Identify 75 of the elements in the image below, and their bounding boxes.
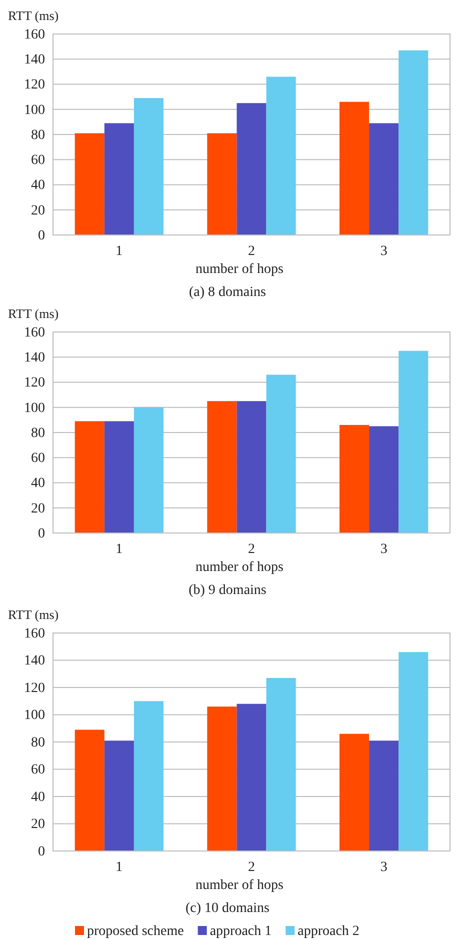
y-tick-label: 40 [31,476,45,492]
bar [74,421,104,533]
y-tick-label: 120 [24,376,45,391]
x-tick-label: 3 [380,244,388,259]
y-tick-label: 60 [31,762,45,778]
y-tick-label: 40 [31,790,45,805]
y-tick-label: 160 [24,27,45,42]
y-axis-title: RTT (ms) [8,306,59,321]
y-tick-label: 60 [31,451,45,466]
legend-label: proposed scheme [87,924,184,939]
bar [340,734,370,851]
bar [104,123,134,235]
y-tick-label: 100 [24,102,45,118]
bar [134,701,164,851]
bar [207,133,237,235]
x-tick-label: 1 [116,244,123,259]
y-tick-label: 120 [24,78,45,93]
y-tick-label: 140 [24,52,45,68]
bar [236,103,266,235]
bar [398,652,428,851]
bar [74,730,104,851]
y-tick-label: 20 [31,501,45,516]
x-axis-title: number of hops [196,878,284,893]
text: (b) 9 domains [188,583,266,598]
y-tick-label: 80 [31,128,45,143]
bar [369,123,399,235]
bar [236,401,266,533]
y-tick-label: 140 [24,654,45,669]
legend-label: approach 2 [298,924,360,939]
x-tick-label: 2 [248,860,255,875]
bar [340,424,370,533]
bar [340,102,370,235]
y-tick-label: 160 [24,325,45,340]
bar [369,740,399,851]
bar [369,426,399,533]
y-tick-label: 0 [38,526,45,542]
bar [398,50,428,235]
x-tick-label: 2 [248,542,255,557]
bar [398,350,428,533]
y-tick-label: 100 [24,708,45,724]
text: (a) 8 domains [189,285,266,300]
x-tick-label: 1 [116,542,123,557]
bar [266,374,296,533]
y-tick-label: 160 [24,626,45,642]
x-axis-title: number of hops [196,262,284,277]
y-tick-label: 20 [31,817,45,832]
bar [74,133,104,235]
x-tick-label: 2 [248,244,255,259]
x-tick-label: 3 [380,860,388,875]
y-tick-label: 80 [31,426,45,441]
y-tick-label: 0 [38,228,45,244]
bar [266,76,296,235]
y-axis-title: RTT (ms) [8,607,59,622]
x-axis-title: number of hops [196,560,284,575]
bar [207,401,237,533]
y-tick-label: 140 [24,350,45,366]
bar [104,421,134,533]
y-axis-title: RTT (ms) [8,8,59,23]
bar [134,407,164,533]
y-tick-label: 0 [38,844,45,860]
x-tick-label: 1 [116,860,123,875]
legend-label: approach 1 [210,924,272,939]
y-tick-label: 100 [24,400,45,416]
y-tick-label: 80 [31,735,45,750]
text: (c) 10 domains [186,901,270,916]
bar [134,98,164,235]
y-tick-label: 120 [24,680,45,696]
bar [266,678,296,851]
x-tick-label: 3 [380,542,388,557]
y-tick-label: 60 [31,153,45,168]
bar [104,740,134,851]
bar [236,704,266,851]
bar [207,706,237,851]
y-tick-label: 20 [31,203,45,218]
y-tick-label: 40 [31,178,45,194]
